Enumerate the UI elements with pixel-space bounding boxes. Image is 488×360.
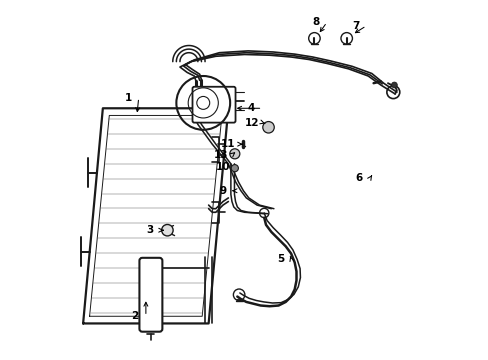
- Text: 1: 1: [124, 93, 131, 103]
- Text: 3: 3: [145, 225, 153, 235]
- Text: 5: 5: [276, 254, 284, 264]
- Text: 12: 12: [244, 118, 258, 128]
- Circle shape: [391, 82, 396, 88]
- Text: 10: 10: [215, 162, 230, 172]
- Text: 8: 8: [312, 17, 319, 27]
- Text: 7: 7: [351, 21, 359, 31]
- Circle shape: [229, 149, 239, 159]
- Text: 11: 11: [221, 139, 235, 149]
- Text: 6: 6: [355, 173, 362, 183]
- Text: 4: 4: [247, 103, 255, 113]
- Text: 13: 13: [214, 150, 228, 160]
- Circle shape: [262, 122, 274, 133]
- Text: 9: 9: [219, 186, 226, 196]
- Circle shape: [162, 225, 173, 236]
- FancyBboxPatch shape: [139, 258, 162, 332]
- Circle shape: [231, 165, 238, 172]
- FancyBboxPatch shape: [192, 87, 235, 123]
- Text: 2: 2: [131, 311, 139, 321]
